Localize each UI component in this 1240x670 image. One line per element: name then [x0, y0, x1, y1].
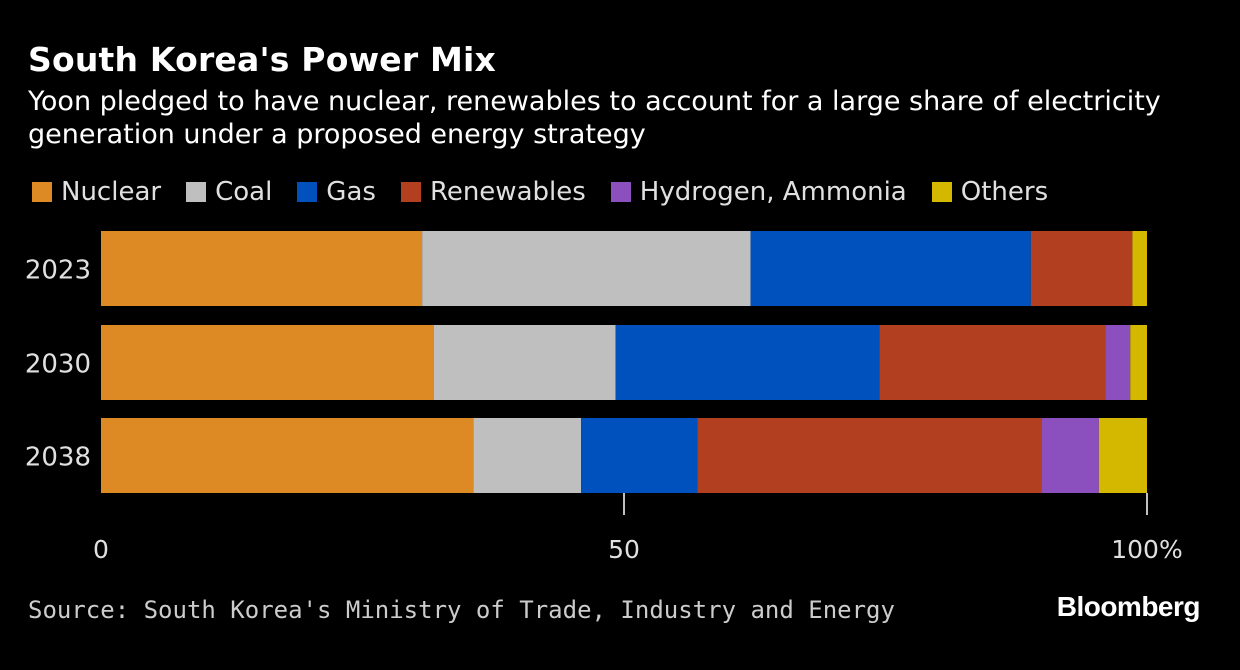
y-tick-label-2038: 2038	[25, 443, 91, 473]
bar-segment-2030-gas	[615, 325, 880, 400]
legend-swatch	[32, 182, 52, 202]
bar-segment-2038-others	[1098, 418, 1147, 493]
chart-title: South Korea's Power Mix	[28, 40, 497, 79]
legend-label: Hydrogen, Ammonia	[639, 177, 907, 207]
legend-label: Gas	[326, 177, 376, 207]
bar-segment-2023-gas	[750, 231, 1031, 306]
legend-item-renewables: Renewables	[400, 177, 586, 207]
legend-swatch	[186, 182, 207, 202]
legend-label: Renewables	[429, 177, 586, 207]
bar-segment-2030-renewables	[879, 325, 1106, 400]
bloomberg-logo: Bloomberg	[1056, 591, 1201, 622]
y-tick-label-2023: 2023	[25, 256, 91, 286]
legend-item-coal: Coal	[186, 177, 272, 207]
bar-segment-2030-nuclear	[101, 325, 434, 400]
legend-item-gas: Gas	[297, 177, 376, 207]
legend-label: Coal	[215, 177, 273, 207]
x-tick-label-100: 100%	[1111, 535, 1182, 564]
bar-segment-2038-nuclear	[101, 418, 474, 493]
chart-subtitle: Yoon pledged to have nuclear, renewables…	[28, 86, 1161, 150]
legend-swatch	[297, 182, 318, 202]
bar-segment-2038-coal	[473, 418, 582, 493]
bar-segment-2023-renewables	[1030, 231, 1133, 306]
legend-item-nuclear: Nuclear	[32, 177, 161, 207]
bar-segment-2023-others	[1132, 231, 1147, 306]
chart-legend: Nuclear Coal Gas Renewables Hydrogen, Ammoni…	[32, 172, 1073, 212]
x-tick-label-0: 0	[93, 535, 109, 564]
bar-segment-2023-coal	[422, 231, 751, 306]
bar-segment-2030-hydrogen-ammonia	[1105, 325, 1131, 400]
source-note: Source: South Korea's Ministry of Trade,…	[28, 596, 895, 624]
legend-item-others: Others	[931, 177, 1049, 207]
legend-item-hydrogen-ammonia: Hydrogen, Ammonia	[610, 177, 907, 207]
legend-label: Others	[960, 177, 1049, 207]
bar-segment-2038-renewables	[697, 418, 1042, 493]
legend-swatch	[931, 182, 952, 202]
bar-segment-2038-gas	[581, 418, 698, 493]
bar-segment-2023-nuclear	[101, 231, 423, 306]
y-tick-label-2030: 2030	[25, 350, 91, 380]
legend-swatch	[400, 182, 421, 202]
bar-segment-2030-coal	[433, 325, 616, 400]
legend-swatch	[610, 182, 631, 202]
legend-label: Nuclear	[61, 177, 162, 207]
x-tick-label-50: 50	[608, 535, 640, 564]
bar-segment-2030-others	[1130, 325, 1147, 400]
bar-segment-2038-hydrogen-ammonia	[1041, 418, 1099, 493]
